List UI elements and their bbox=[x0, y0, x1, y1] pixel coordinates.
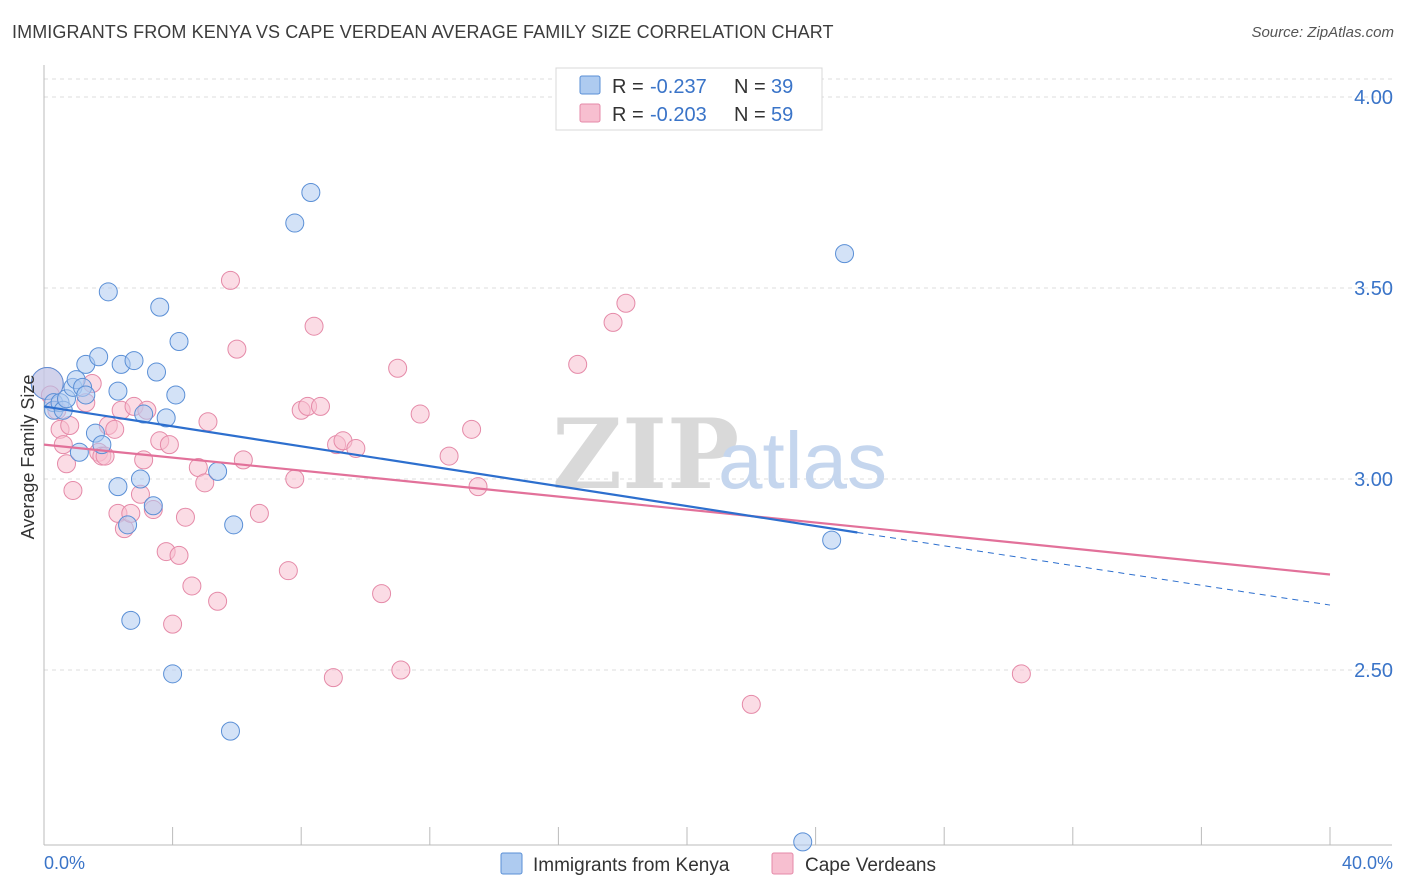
kenya-point-29 bbox=[166, 385, 186, 405]
kenya-point-27 bbox=[156, 408, 176, 428]
kenya-point-22 bbox=[130, 469, 150, 489]
cape-verdeans-point-36 bbox=[227, 339, 247, 359]
bottom-legend-cape-verdeans: Cape Verdeans bbox=[805, 855, 936, 876]
gridlines bbox=[44, 78, 1392, 671]
cape-verdeans-point-48 bbox=[346, 438, 366, 458]
cape-verdeans-point-4 bbox=[53, 435, 73, 455]
cape-verdeans-point-35 bbox=[220, 270, 240, 290]
cape-verdeans-point-44 bbox=[310, 396, 330, 416]
cape-verdeans-point-33 bbox=[198, 412, 218, 432]
legend-n-label: N = bbox=[734, 104, 766, 126]
cape-verdeans-point-53 bbox=[439, 446, 459, 466]
legend-n-label: N = bbox=[734, 76, 766, 98]
kenya-point-35 bbox=[301, 183, 321, 202]
y-tick-label-0: 2.50 bbox=[1354, 660, 1393, 682]
watermark-atlas: atlas bbox=[718, 416, 887, 505]
kenya-point-8 bbox=[69, 442, 89, 462]
kenya-point-20 bbox=[121, 610, 141, 630]
legend-swatch-blue bbox=[579, 75, 601, 95]
series-kenya-points bbox=[30, 183, 855, 852]
chart-title: IMMIGRANTS FROM KENYA VS CAPE VERDEAN AV… bbox=[12, 22, 834, 42]
source-label: Source: ZipAtlas.com bbox=[1251, 24, 1394, 41]
cape-verdeans-point-34 bbox=[208, 591, 228, 611]
legend-n-value-blue: 39 bbox=[771, 76, 793, 98]
kenya-point-31 bbox=[208, 461, 228, 481]
legend-r-label: R = bbox=[612, 76, 644, 98]
cape-verdeans-point-57 bbox=[603, 312, 623, 332]
axes bbox=[43, 65, 1392, 846]
kenya-point-15 bbox=[98, 282, 118, 302]
bottom-legend-swatch-pink bbox=[771, 852, 794, 875]
cape-verdeans-point-56 bbox=[568, 354, 588, 374]
y-axis-label: Average Family Size bbox=[18, 375, 38, 540]
bottom-legend-kenya: Immigrants from Kenya bbox=[533, 855, 730, 876]
cape-verdeans-point-40 bbox=[285, 469, 305, 489]
legend-top: R = -0.237 N = 39 R = -0.203 N = 59 bbox=[555, 67, 823, 131]
kenya-point-30 bbox=[169, 331, 189, 351]
y-tick-label-2: 3.50 bbox=[1354, 278, 1393, 300]
kenya-point-33 bbox=[224, 515, 244, 535]
kenya-point-21 bbox=[124, 351, 144, 371]
cape-verdeans-point-39 bbox=[278, 561, 298, 581]
cape-verdeans-point-14 bbox=[105, 419, 125, 439]
cape-verdeans-point-27 bbox=[163, 614, 183, 634]
cape-verdeans-point-52 bbox=[410, 404, 430, 424]
legend-n-value-pink: 59 bbox=[771, 104, 793, 126]
cape-verdeans-point-51 bbox=[391, 660, 411, 680]
cape-verdeans-point-29 bbox=[175, 507, 195, 527]
x-tick-label-min: 0.0% bbox=[44, 853, 85, 873]
cape-verdeans-point-60 bbox=[1011, 664, 1031, 684]
trend-line-kenya-extrapolated bbox=[857, 531, 1331, 606]
trend-lines bbox=[43, 405, 1331, 606]
legend-swatch-pink bbox=[579, 103, 601, 123]
trend-line-kenya bbox=[43, 405, 858, 534]
cape-verdeans-point-43 bbox=[304, 316, 324, 336]
cape-verdeans-point-38 bbox=[249, 503, 269, 523]
kenya-point-23 bbox=[134, 404, 154, 424]
x-tick-label-max: 40.0% bbox=[1342, 853, 1393, 873]
watermark-zip: ZIP bbox=[552, 398, 739, 511]
kenya-point-34 bbox=[285, 213, 305, 233]
cape-verdeans-point-28 bbox=[169, 545, 189, 565]
cape-verdeans-point-26 bbox=[159, 435, 179, 455]
kenya-point-37 bbox=[822, 530, 842, 550]
cape-verdeans-point-32 bbox=[195, 473, 215, 493]
kenya-point-17 bbox=[108, 477, 128, 497]
cape-verdeans-point-49 bbox=[372, 584, 392, 604]
legend-bottom: Immigrants from Kenya Cape Verdeans bbox=[500, 852, 936, 876]
cape-verdeans-point-59 bbox=[741, 694, 761, 714]
kenya-point-32 bbox=[220, 721, 240, 741]
cape-verdeans-point-5 bbox=[57, 454, 77, 474]
cape-verdeans-point-54 bbox=[462, 419, 482, 439]
kenya-point-25 bbox=[147, 362, 167, 382]
watermark: ZIP atlas bbox=[552, 398, 887, 511]
cape-verdeans-point-30 bbox=[182, 576, 202, 596]
y-tick-label-3: 4.00 bbox=[1354, 87, 1393, 109]
y-tick-label-1: 3.00 bbox=[1354, 469, 1393, 491]
legend-r-label: R = bbox=[612, 104, 644, 126]
kenya-point-16 bbox=[108, 381, 128, 401]
kenya-point-24 bbox=[143, 496, 163, 516]
cape-verdeans-point-45 bbox=[323, 668, 343, 688]
kenya-point-10 bbox=[76, 385, 96, 405]
kenya-point-26 bbox=[150, 297, 170, 317]
trend-line-cape-verdeans bbox=[43, 443, 1331, 576]
x-tick-labels: 0.0% 40.0% bbox=[44, 853, 1393, 873]
kenya-point-13 bbox=[89, 347, 109, 367]
cape-verdeans-point-50 bbox=[388, 358, 408, 378]
cape-verdeans-point-7 bbox=[63, 480, 83, 500]
legend-r-value-blue: -0.237 bbox=[650, 76, 707, 98]
kenya-point-38 bbox=[835, 244, 855, 264]
cape-verdeans-point-55 bbox=[468, 477, 488, 497]
kenya-point-28 bbox=[163, 664, 183, 684]
bottom-legend-swatch-blue bbox=[500, 852, 523, 875]
legend-r-value-pink: -0.203 bbox=[650, 104, 707, 126]
kenya-point-19 bbox=[118, 515, 138, 535]
y-tick-labels: 2.50 3.00 3.50 4.00 bbox=[1354, 87, 1393, 682]
cape-verdeans-point-58 bbox=[616, 293, 636, 313]
kenya-point-36 bbox=[793, 832, 813, 852]
